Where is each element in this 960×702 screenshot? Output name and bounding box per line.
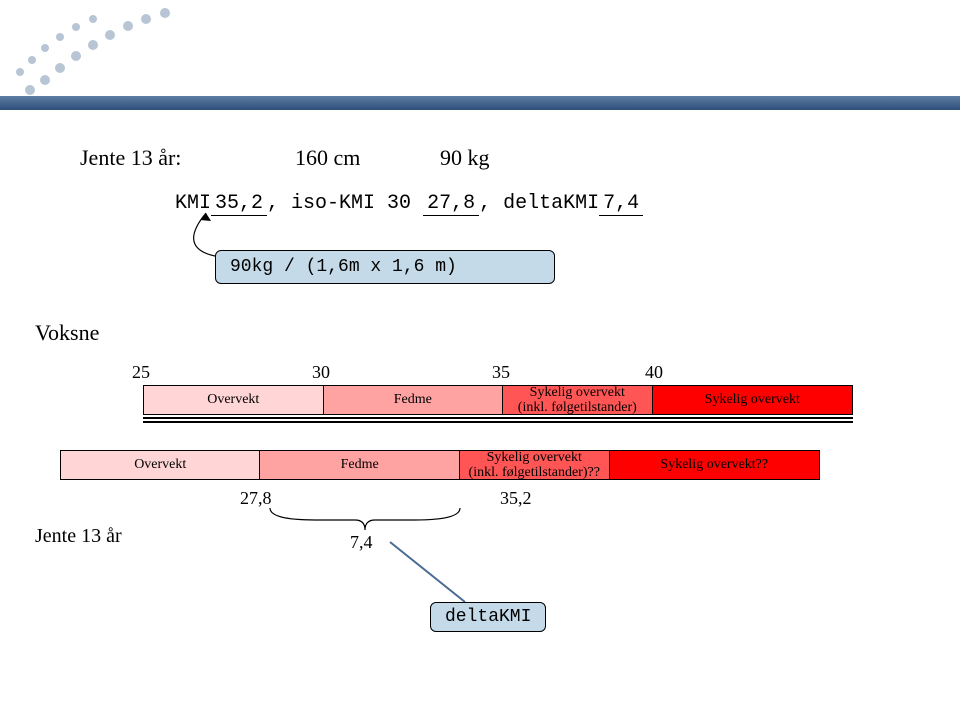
adults-label: Voksne: [35, 320, 99, 346]
girl-bar: Overvekt Fedme Sykelig overvekt (inkl. f…: [60, 450, 820, 480]
girl-sykelig1: Sykelig overvekt (inkl. følgetilstander)…: [460, 451, 610, 479]
girl-sykelig1-b: (inkl. følgetilstander)??: [469, 465, 600, 480]
delta-callout: deltaKMI: [430, 602, 546, 632]
adult-sykelig1: Sykelig overvekt (inkl. følgetilstander): [503, 386, 653, 414]
header-band: [0, 0, 960, 110]
girl-sykelig2: Sykelig overvekt??: [610, 451, 819, 479]
iso-value: 27,8: [423, 192, 479, 216]
delta-value: 7,4: [599, 192, 643, 216]
adult-sykelig2: Sykelig overvekt: [653, 386, 852, 414]
formula-box: 90kg / (1,6m x 1,6 m): [215, 250, 555, 284]
adult-underline1: [143, 417, 853, 419]
case-label: Jente 13 år:: [80, 145, 181, 171]
adult-fedme: Fedme: [324, 386, 504, 414]
swoosh-graphic: [0, 0, 220, 110]
scale-35: 35: [492, 362, 510, 383]
adult-sykelig1-b: (inkl. følgetilstander): [518, 400, 637, 415]
callout-line: [370, 510, 510, 610]
header-divider: [0, 96, 960, 110]
adult-underline2: [143, 421, 853, 423]
slide-content: Jente 13 år: 160 cm 90 kg KMI35,2, iso-K…: [0, 110, 960, 702]
delta-label: , deltaKMI: [479, 192, 599, 215]
girl-overvekt: Overvekt: [61, 451, 260, 479]
scale-25: 25: [132, 362, 150, 383]
girl-fedme: Fedme: [260, 451, 459, 479]
girl-num-b: 35,2: [500, 488, 532, 509]
girl-sykelig1-a: Sykelig overvekt: [487, 450, 582, 465]
girl-label: Jente 13 år: [35, 525, 122, 548]
scale-30: 30: [312, 362, 330, 383]
scale-40: 40: [645, 362, 663, 383]
adult-sykelig1-a: Sykelig overvekt: [530, 385, 625, 400]
case-weight: 90 kg: [440, 145, 490, 171]
case-height: 160 cm: [295, 145, 360, 171]
iso-label: , iso-KMI 30: [267, 192, 411, 215]
adult-bar: Overvekt Fedme Sykelig overvekt (inkl. f…: [143, 385, 853, 415]
adult-overvekt: Overvekt: [144, 386, 324, 414]
